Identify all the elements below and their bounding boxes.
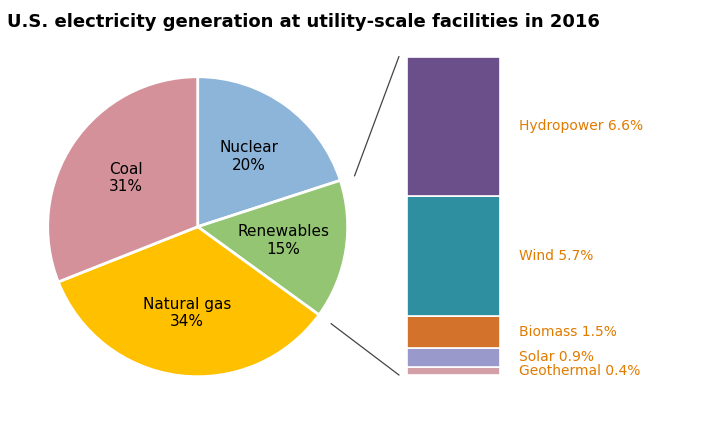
Wedge shape [58,227,319,377]
Text: Renewables
15%: Renewables 15% [238,224,330,256]
Bar [407,316,500,347]
Text: Hydropower 6.6%: Hydropower 6.6% [519,119,643,133]
Text: Wind 5.7%: Wind 5.7% [519,249,593,263]
Wedge shape [198,181,347,315]
Bar [407,196,500,316]
Bar [407,367,500,375]
Text: Geothermal 0.4%: Geothermal 0.4% [519,364,640,378]
Text: Nuclear
20%: Nuclear 20% [220,140,278,173]
Bar [407,57,500,196]
Text: Solar 0.9%: Solar 0.9% [519,350,594,364]
Text: Biomass 1.5%: Biomass 1.5% [519,325,617,339]
Wedge shape [198,77,340,227]
Text: U.S. electricity generation at utility-scale facilities in 2016: U.S. electricity generation at utility-s… [7,13,600,31]
Wedge shape [48,77,198,282]
Bar [407,347,500,367]
Text: Coal
31%: Coal 31% [109,162,143,194]
Text: Natural gas
34%: Natural gas 34% [143,297,231,329]
